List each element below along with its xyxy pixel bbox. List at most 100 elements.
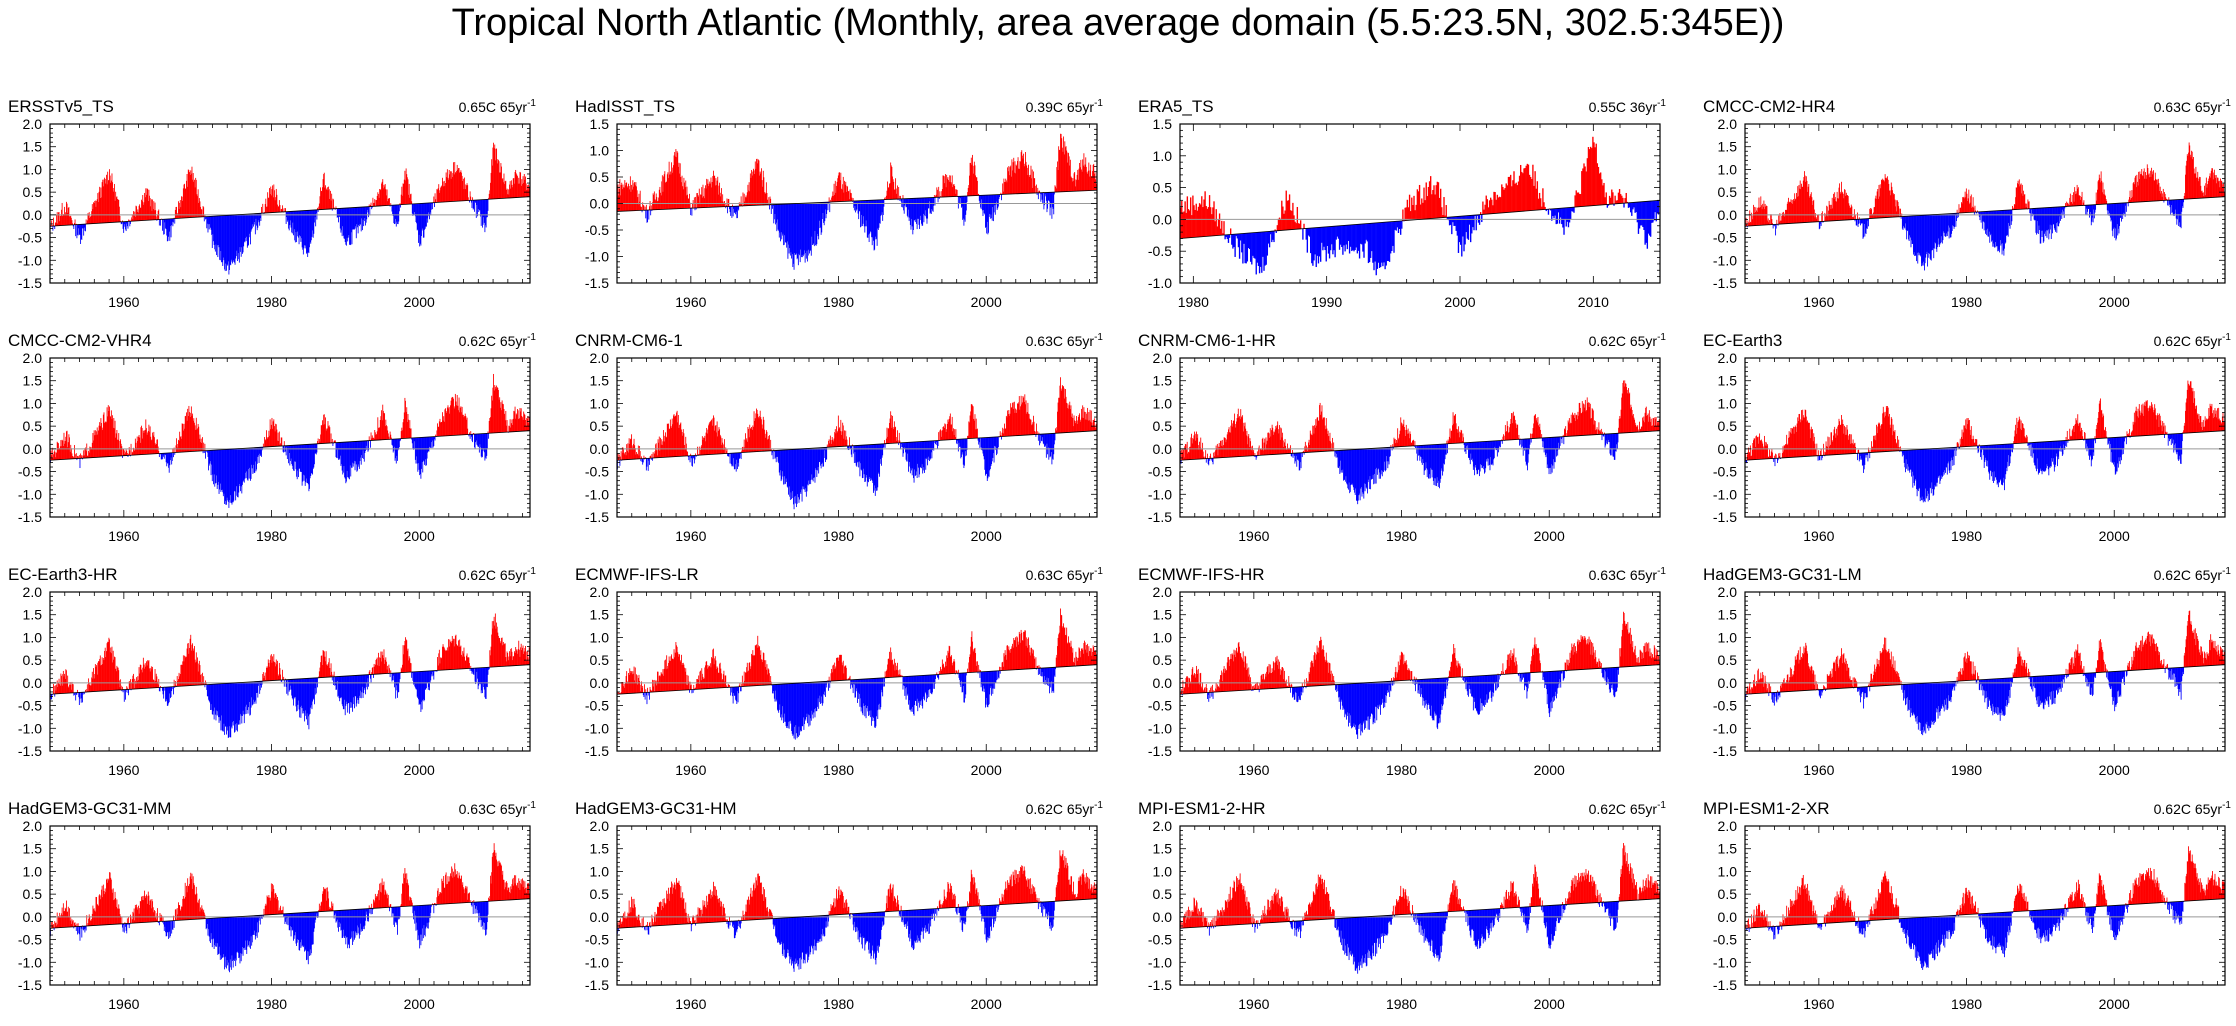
anomaly-bar xyxy=(84,224,86,231)
anomaly-bar xyxy=(1230,228,1232,235)
anomaly-bar xyxy=(1802,186,1804,223)
anomaly-bar xyxy=(1909,216,1911,238)
anomaly-bar xyxy=(262,443,264,448)
anomaly-bar xyxy=(967,435,969,439)
anomaly-bar xyxy=(703,437,705,455)
anomaly-bar xyxy=(2073,192,2074,207)
anomaly-bar xyxy=(1896,211,1898,217)
anomaly-bar xyxy=(380,189,382,206)
anomaly-bar xyxy=(641,210,643,213)
anomaly-bar xyxy=(882,443,884,448)
anomaly-bar xyxy=(132,452,134,456)
anomaly-bar xyxy=(491,400,493,434)
anomaly-bar xyxy=(1033,171,1034,194)
anomaly-bar xyxy=(1365,223,1367,240)
anomaly-bar xyxy=(754,420,756,452)
anomaly-bar xyxy=(1081,171,1083,191)
anomaly-bar xyxy=(192,420,194,452)
anomaly-bar xyxy=(1647,201,1650,234)
anomaly-bar xyxy=(2125,202,2127,212)
anomaly-bar xyxy=(418,203,419,243)
anomaly-bar xyxy=(661,444,663,458)
anomaly-bar xyxy=(1182,212,1184,239)
anomaly-bar xyxy=(1490,197,1492,214)
anomaly-bar xyxy=(1475,214,1477,231)
anomaly-bar xyxy=(1870,209,1872,219)
anomaly-bar xyxy=(933,440,935,451)
anomaly-bar xyxy=(1800,189,1802,223)
anomaly-bar xyxy=(892,176,893,200)
anomaly-bar xyxy=(435,199,437,203)
anomaly-bar xyxy=(94,430,96,458)
anomaly-bar xyxy=(237,448,238,498)
anomaly-bar xyxy=(872,444,874,484)
anomaly-bar xyxy=(753,170,755,206)
anomaly-bar xyxy=(1775,224,1777,229)
anomaly-bar xyxy=(402,183,404,205)
anomaly-bar xyxy=(1007,171,1009,195)
anomaly-bar xyxy=(910,442,912,469)
anomaly-bar xyxy=(1450,217,1452,225)
anomaly-bar xyxy=(1978,211,1980,214)
anomaly-bar xyxy=(154,442,156,454)
anomaly-bar xyxy=(938,197,940,199)
anomaly-bar xyxy=(106,174,107,223)
anomaly-bar xyxy=(91,204,93,224)
anomaly-bar xyxy=(310,444,312,476)
anomaly-bar xyxy=(81,454,83,459)
x-tick-label: 2000 xyxy=(404,294,435,310)
panel-title: HadISST_TS xyxy=(575,97,675,116)
anomaly-bar xyxy=(1004,182,1006,195)
anomaly-bar xyxy=(491,395,493,434)
anomaly-bar xyxy=(717,194,719,207)
anomaly-bar xyxy=(490,408,492,434)
anomaly-bar xyxy=(837,175,839,202)
anomaly-bar xyxy=(784,449,786,485)
anomaly-bar xyxy=(770,198,772,205)
anomaly-bar xyxy=(889,418,891,444)
anomaly-bar xyxy=(1873,212,1874,219)
anomaly-bar xyxy=(128,447,130,456)
anomaly-bar xyxy=(440,186,442,203)
anomaly-bar xyxy=(218,449,219,482)
anomaly-bar xyxy=(251,213,253,229)
anomaly-bar xyxy=(768,436,770,451)
anomaly-bar xyxy=(880,444,882,460)
anomaly-bar xyxy=(497,387,499,433)
anomaly-bar xyxy=(403,183,405,205)
anomaly-bar xyxy=(1815,213,1817,222)
anomaly-bar xyxy=(1491,199,1493,214)
anomaly-bar xyxy=(118,433,120,457)
anomaly-bar xyxy=(705,432,707,455)
anomaly-bar xyxy=(1430,176,1432,219)
anomaly-bar xyxy=(903,198,905,214)
anomaly-bar xyxy=(1033,415,1034,435)
anomaly-bar xyxy=(1248,233,1251,250)
anomaly-bar xyxy=(152,432,154,454)
anomaly-bar xyxy=(2135,175,2137,203)
anomaly-bar xyxy=(456,164,458,202)
anomaly-bar xyxy=(789,203,791,249)
anomaly-bar xyxy=(1056,167,1058,193)
y-tick-label: 2.0 xyxy=(23,350,43,366)
anomaly-bar xyxy=(2148,174,2149,202)
anomaly-bar xyxy=(1618,189,1621,204)
anomaly-bar xyxy=(230,215,232,260)
anomaly-bar xyxy=(937,440,939,446)
anomaly-bar xyxy=(464,177,466,201)
anomaly-bar xyxy=(802,448,804,490)
anomaly-bar xyxy=(223,449,225,494)
anomaly-bar xyxy=(1405,207,1407,221)
anomaly-bar xyxy=(122,455,123,458)
anomaly-bar xyxy=(491,165,493,200)
anomaly-bar xyxy=(727,453,729,457)
anomaly-bar xyxy=(836,185,837,202)
anomaly-bar xyxy=(1326,226,1329,246)
anomaly-bar xyxy=(618,188,620,212)
anomaly-bar xyxy=(751,429,753,452)
anomaly-bar xyxy=(1041,192,1043,200)
anomaly-bar xyxy=(2116,203,2117,239)
anomaly-bar xyxy=(1927,214,1929,258)
anomaly-bar xyxy=(777,204,778,220)
x-tick-label: 1960 xyxy=(675,294,706,310)
